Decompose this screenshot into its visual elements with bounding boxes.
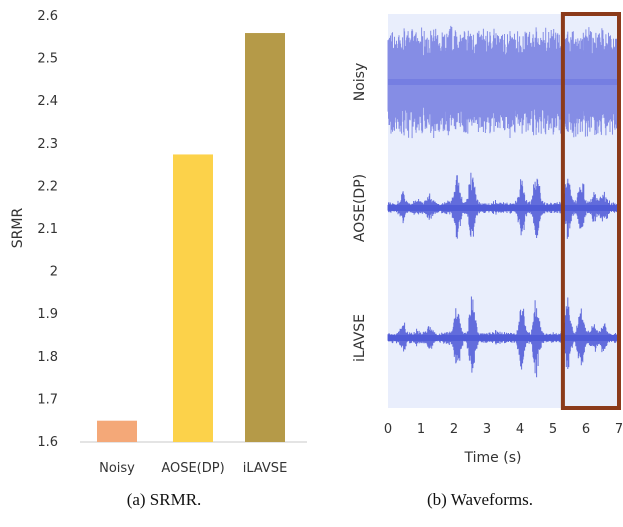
series-label: Noisy: [352, 63, 368, 102]
bar-aose-dp-: [173, 154, 213, 442]
waveform-core: [388, 79, 619, 85]
y-axis-label: SRMR: [10, 208, 26, 249]
y-tick-label: 2.1: [37, 222, 58, 237]
waveform-noisy: [387, 25, 620, 139]
series-label: iLAVSE: [352, 314, 368, 362]
x-tick-labels: 0 1 2 3 4 5 6 7: [384, 422, 623, 437]
caption-b: (b) Waveforms.: [427, 490, 533, 509]
x-axis-label: Time (s): [464, 450, 522, 466]
y-tick-label: 1.8: [37, 350, 58, 365]
bar-noisy: [97, 420, 137, 442]
x-tick-label: 4: [516, 422, 524, 437]
x-tick-label: 7: [615, 422, 623, 437]
x-tick-label: 2: [450, 422, 458, 437]
bar-ilavse: [245, 33, 285, 442]
y-tick-label: 1.9: [37, 307, 58, 322]
y-tick-label: 2.3: [37, 137, 58, 152]
caption-a: (a) SRMR.: [127, 490, 202, 509]
x-tick-label: 6: [582, 422, 590, 437]
highlight-box: [560, 12, 622, 410]
y-tick-label: 2.6: [37, 9, 58, 24]
y-tick-labels: 1.6 1.7 1.8 1.9 2 2.1 2.2 2.3 2.4 2.5 2.6: [37, 9, 58, 450]
y-tick-label: 1.7: [37, 392, 58, 407]
y-tick-label: 1.6: [37, 435, 58, 450]
series-labels: Noisy AOSE(DP) iLAVSE: [352, 63, 368, 362]
x-tick-label: 5: [549, 422, 557, 437]
y-tick-label: 2.5: [37, 52, 58, 67]
waveforms-chart: Noisy AOSE(DP) iLAVSE 0 1 2 3 4 5 6 7 Time (s) (b…: [352, 12, 623, 509]
x-tick-label: 0: [384, 422, 392, 437]
srmr-bar-chart: 1.6 1.7 1.8 1.9 2 2.1 2.2 2.3 2.4 2.5 2.6 Noisy AOS…: [10, 9, 307, 509]
x-tick-label: Noisy: [99, 461, 135, 476]
x-tick-labels: Noisy AOSE(DP) iLAVSE: [99, 461, 287, 476]
x-tick-label: iLAVSE: [243, 461, 288, 476]
waveform-core: [388, 205, 619, 211]
waveform-traces: [387, 25, 620, 378]
x-tick-label: AOSE(DP): [161, 461, 224, 476]
y-tick-label: 2.2: [37, 179, 58, 194]
x-tick-label: 1: [417, 422, 425, 437]
y-tick-label: 2.4: [37, 94, 58, 109]
y-tick-label: 2: [50, 265, 58, 280]
bars: [97, 33, 285, 442]
series-label: AOSE(DP): [352, 174, 368, 242]
x-tick-label: 3: [483, 422, 491, 437]
waveform-core: [388, 335, 619, 341]
